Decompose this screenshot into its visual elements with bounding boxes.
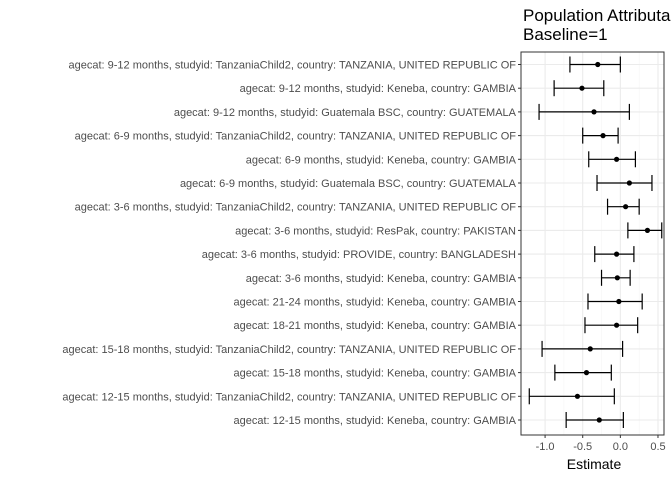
x-tick-label: 0.5 (650, 441, 665, 453)
y-tick-label: agecat: 9-12 months, studyid: TanzaniaCh… (68, 60, 516, 72)
estimate-point (613, 322, 620, 328)
y-tick-label: agecat: 6-9 months, studyid: Keneba, cou… (246, 154, 517, 166)
panel-border (520, 51, 665, 436)
y-tick-label: agecat: 21-24 months, studyid: Keneba, c… (234, 297, 517, 309)
y-tick-label: agecat: 15-18 months, studyid: TanzaniaC… (62, 344, 516, 356)
y-tick-label: agecat: 3-6 months, studyid: ResPak, cou… (235, 225, 516, 237)
y-tick-labels: agecat: 9-12 months, studyid: TanzaniaCh… (62, 60, 521, 427)
y-tick-label: agecat: 6-9 months, studyid: TanzaniaChi… (75, 131, 517, 143)
y-tick-label: agecat: 9-12 months, studyid: Guatemala … (174, 107, 517, 119)
estimate-point (613, 156, 620, 162)
x-tick-label: 0.0 (613, 441, 628, 453)
x-tick-label: -0.5 (573, 441, 592, 453)
chart-subtitle: Baseline=1 (523, 25, 608, 44)
estimate-point (595, 61, 601, 68)
estimate-point (579, 85, 585, 91)
panel-background (521, 52, 664, 435)
estimate-point (613, 251, 620, 257)
estimate-point (614, 275, 620, 281)
plot-marks (520, 51, 665, 436)
y-tick-label: agecat: 15-18 months, studyid: Keneba, c… (234, 368, 517, 380)
estimate-point (623, 204, 629, 210)
estimate-point (587, 346, 593, 352)
estimate-point (591, 109, 597, 115)
estimate-point (600, 133, 606, 139)
estimate-point (596, 417, 602, 423)
y-tick-label: agecat: 18-21 months, studyid: Keneba, c… (234, 320, 517, 332)
estimate-point (574, 393, 581, 399)
estimate-point (644, 227, 651, 233)
estimate-point (616, 298, 622, 305)
y-tick-label: agecat: 12-15 months, studyid: TanzaniaC… (62, 391, 516, 403)
x-axis-label: Estimate (567, 456, 622, 472)
plot-panel (521, 52, 664, 435)
y-tick-label: agecat: 9-12 months, studyid: Keneba, co… (240, 83, 517, 95)
estimate-point (583, 370, 590, 376)
chart-title: Population Attributa (523, 6, 671, 25)
y-tick-label: agecat: 3-6 months, studyid: TanzaniaChi… (75, 202, 517, 214)
y-tick-label: agecat: 3-6 months, studyid: PROVIDE, co… (202, 249, 516, 261)
x-tick-label: -1.0 (536, 441, 555, 453)
y-tick-label: agecat: 12-15 months, studyid: Keneba, c… (234, 415, 517, 427)
estimate-point (626, 180, 632, 186)
y-tick-label: agecat: 6-9 months, studyid: Guatemala B… (180, 178, 517, 190)
y-tick-label: agecat: 3-6 months, studyid: Keneba, cou… (246, 273, 517, 285)
x-axis: -1.0 -0.5 0.0 0.5 (536, 435, 666, 453)
